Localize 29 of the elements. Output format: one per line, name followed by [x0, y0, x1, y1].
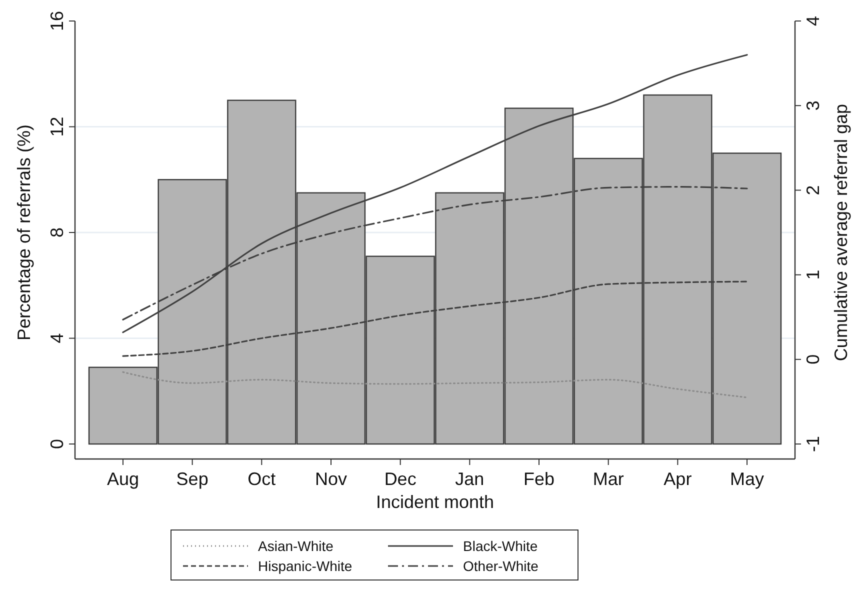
- y-tick-label: 12: [47, 116, 67, 137]
- x-tick-label: Aug: [106, 469, 139, 489]
- x-tick-label: Jan: [455, 469, 484, 489]
- x-tick-label: Mar: [592, 469, 624, 489]
- y-axis-title: Percentage of referrals (%): [14, 124, 34, 341]
- legend-label: Asian-White: [258, 538, 334, 554]
- x-tick-label: Oct: [248, 469, 276, 489]
- y2-tick-label: 4: [803, 16, 823, 26]
- y2-axis-title: Cumulative average referral gap: [831, 104, 851, 362]
- legend-label: Black-White: [463, 538, 538, 554]
- y-tick-label: 8: [47, 227, 67, 238]
- line-series: [122, 371, 748, 398]
- x-axis-title: Incident month: [376, 492, 494, 512]
- legend-label: Hispanic-White: [258, 558, 352, 574]
- x-tick-label: May: [730, 469, 764, 489]
- legend-label: Other-White: [463, 558, 539, 574]
- y2-tick-label: -1: [803, 436, 823, 452]
- y2-tick-label: 2: [803, 185, 823, 196]
- x-tick-label: Apr: [664, 469, 692, 489]
- y2-tick-label: 3: [803, 100, 823, 111]
- x-tick-label: Feb: [523, 469, 555, 489]
- x-tick-label: Sep: [176, 469, 208, 489]
- y-tick-label: 4: [47, 333, 67, 344]
- y-tick-label: 0: [47, 438, 67, 450]
- x-tick-label: Nov: [314, 469, 347, 489]
- x-tick-label: Dec: [384, 469, 416, 489]
- y2-tick-label: 1: [803, 270, 823, 280]
- y2-tick-label: 0: [803, 354, 823, 364]
- y-tick-label: 16: [47, 10, 67, 32]
